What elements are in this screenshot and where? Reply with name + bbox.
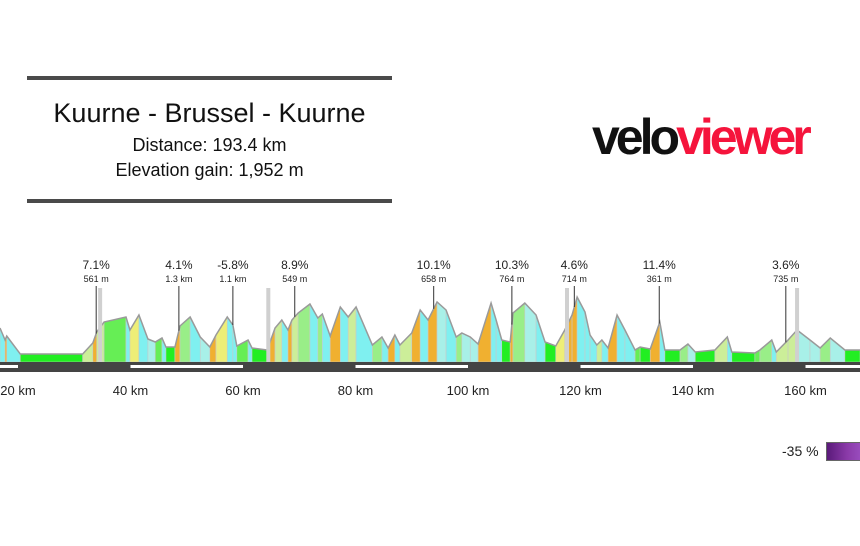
veloviewer-logo: veloviewer	[592, 109, 812, 165]
x-tick-label: 20 km	[0, 383, 35, 398]
profile-segment	[209, 334, 217, 363]
legend-min-label: -35 %	[782, 443, 819, 459]
profile-segment	[501, 339, 511, 363]
profile-segment	[291, 312, 299, 363]
x-tick-label: 40 km	[113, 383, 148, 398]
climb-gradient-label: 10.1%	[417, 258, 451, 272]
title-box: Kuurne - Brussel - Kuurne Distance: 193.…	[27, 76, 392, 203]
profile-outline	[0, 294, 860, 355]
profile-segment	[103, 316, 127, 363]
climb-gradient-label: 11.4%	[643, 258, 676, 272]
marker-post	[565, 288, 569, 362]
marker-post	[266, 288, 271, 362]
climb-length-label: 361 m	[647, 274, 672, 284]
profile-segment	[576, 296, 586, 363]
climb-length-label: 549 m	[282, 274, 307, 284]
climb-gradient-label: 4.1%	[165, 258, 193, 272]
profile-segment	[664, 349, 681, 363]
profile-segment	[215, 315, 228, 363]
logo-part-viewer: viewer	[676, 109, 812, 165]
climb-gradient-label: -5.8%	[217, 258, 249, 272]
profile-segment	[461, 332, 471, 363]
x-tick-label: 120 km	[559, 383, 602, 398]
profile-segment	[165, 346, 176, 363]
logo-part-velo: velo	[592, 109, 680, 165]
x-tick-label: 160 km	[784, 383, 827, 398]
profile-segment	[524, 302, 537, 363]
profile-segment	[199, 336, 211, 363]
x-tick-label: 60 km	[225, 383, 260, 398]
climb-length-label: 735 m	[773, 274, 798, 284]
climb-gradient-label: 4.6%	[561, 258, 589, 272]
profile-segment	[147, 338, 156, 363]
profile-segment	[381, 335, 389, 363]
climb-length-label: 1.3 km	[165, 274, 192, 284]
profile-segment	[309, 302, 319, 363]
x-tick-label: 100 km	[447, 383, 490, 398]
distance-bar-segment	[130, 365, 243, 368]
climb-length-label: 764 m	[499, 274, 524, 284]
marker-post	[795, 288, 800, 362]
legend-gradient-swatch	[826, 442, 860, 461]
profile-segment	[477, 302, 492, 363]
marker-post	[98, 288, 103, 362]
distance-bar-segment	[805, 365, 860, 368]
profile-segment	[455, 332, 463, 363]
profile-segment	[445, 309, 457, 363]
profile-segment	[297, 303, 311, 363]
profile-segment	[555, 328, 566, 363]
profile-segment	[399, 332, 413, 363]
climb-gradient-label: 8.9%	[281, 258, 309, 272]
profile-segment	[138, 314, 149, 363]
climb-gradient-label: 7.1%	[83, 258, 111, 272]
profile-segment	[317, 313, 323, 363]
x-tick-label: 80 km	[338, 383, 373, 398]
profile-segment	[584, 311, 591, 363]
profile-segment	[687, 343, 696, 363]
distance-bar-segment	[580, 365, 693, 368]
profile-segment	[819, 337, 831, 363]
profile-segment	[829, 337, 846, 363]
distance-bar-segment	[0, 365, 18, 368]
profile-segment	[495, 319, 503, 363]
distance-text: Distance: 193.4 km	[132, 135, 287, 155]
profile-segment	[844, 349, 860, 363]
profile-segment	[329, 306, 341, 363]
profile-segment	[759, 339, 773, 363]
route-title: Kuurne - Brussel - Kuurne	[53, 98, 366, 128]
climb-gradient-label: 10.3%	[495, 258, 529, 272]
profile-segment	[411, 309, 421, 363]
profile-segment	[387, 334, 396, 363]
climb-length-label: 1.1 km	[219, 274, 246, 284]
x-tick-label: 140 km	[672, 383, 715, 398]
distance-bar-segment	[355, 365, 468, 368]
profile-segment	[322, 313, 331, 363]
profile-segment	[355, 306, 373, 363]
elevation-gain-text: Elevation gain: 1,952 m	[115, 160, 304, 180]
climb-gradient-label: 3.6%	[772, 258, 800, 272]
profile-segment	[19, 353, 83, 363]
climb-length-label: 714 m	[562, 274, 587, 284]
climb-length-label: 658 m	[421, 274, 446, 284]
profile-segment	[436, 301, 447, 363]
profile-segment	[714, 336, 728, 363]
climb-length-label: 561 m	[84, 274, 109, 284]
profile-segment	[189, 316, 201, 363]
